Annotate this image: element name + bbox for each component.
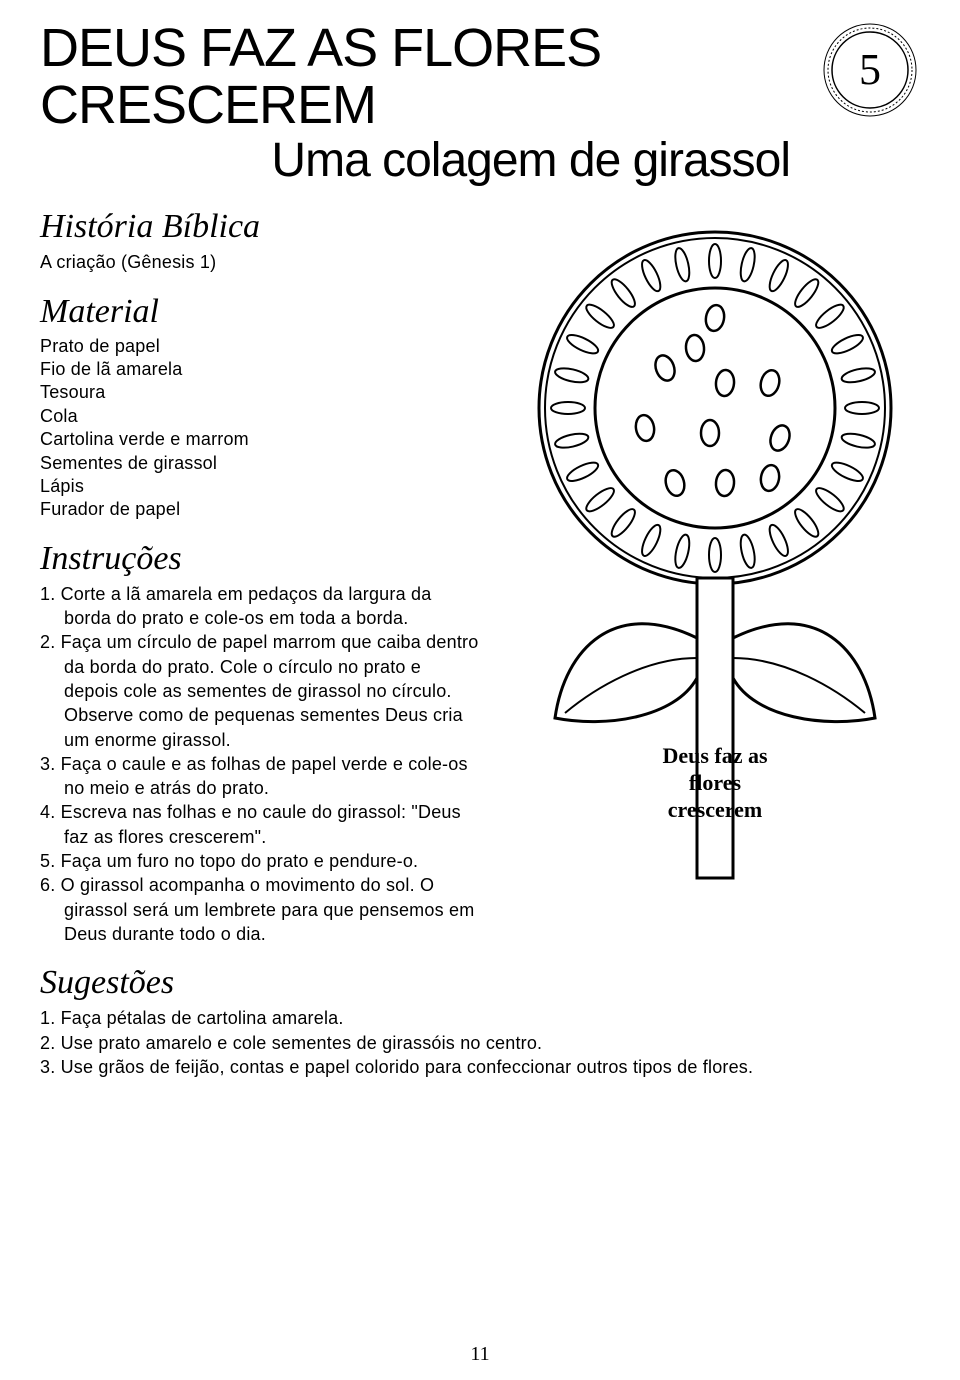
instrucao-step: 6. O girassol acompanha o movimento do s… [40, 873, 480, 946]
sunflower-svg: Deus faz as flores crescerem [525, 218, 905, 938]
sugestoes-list: 1. Faça pétalas de cartolina amarela. 2.… [40, 1006, 920, 1079]
material-item: Cartolina verde e marrom [40, 428, 480, 451]
instrucao-step: 2. Faça um círculo de papel marrom que c… [40, 630, 480, 751]
instrucoes-list: 1. Corte a lã amarela em pedaços da larg… [40, 582, 480, 946]
left-column: História Bíblica A criação (Gênesis 1) M… [40, 208, 480, 946]
page-number: 11 [470, 1343, 489, 1366]
material-item: Sementes de girassol [40, 452, 480, 475]
caption-line2: flores [689, 770, 742, 795]
sugestao-item: 3. Use grãos de feijão, contas e papel c… [40, 1055, 920, 1079]
sunflower-illustration: Deus faz as flores crescerem [510, 218, 920, 943]
material-heading: Material [40, 293, 480, 331]
material-item: Fio de lã amarela [40, 358, 480, 381]
caption-line3: crescerem [668, 797, 762, 822]
instrucoes-heading: Instruções [40, 540, 480, 578]
material-item: Tesoura [40, 381, 480, 404]
badge-number-text: 5 [859, 45, 881, 94]
title-block: DEUS FAZ AS FLORES CRESCEREM Uma colagem… [40, 20, 820, 188]
instrucao-step: 1. Corte a lã amarela em pedaços da larg… [40, 582, 480, 631]
sugestoes-heading: Sugestões [40, 964, 920, 1002]
material-item: Furador de papel [40, 498, 480, 521]
instrucao-step: 3. Faça o caule e as folhas de papel ver… [40, 752, 480, 801]
material-item: Prato de papel [40, 335, 480, 358]
page-title: DEUS FAZ AS FLORES CRESCEREM [40, 20, 820, 133]
material-item: Cola [40, 405, 480, 428]
header-row: DEUS FAZ AS FLORES CRESCEREM Uma colagem… [40, 20, 920, 188]
instrucao-step: 4. Escreva nas folhas e no caule do gira… [40, 800, 480, 849]
material-item: Lápis [40, 475, 480, 498]
sugestao-item: 2. Use prato amarelo e cole sementes de … [40, 1031, 920, 1055]
content-row: História Bíblica A criação (Gênesis 1) M… [40, 208, 920, 946]
sugestao-item: 1. Faça pétalas de cartolina amarela. [40, 1006, 920, 1030]
historia-text: A criação (Gênesis 1) [40, 250, 480, 274]
historia-heading: História Bíblica [40, 208, 480, 246]
instrucao-step: 5. Faça um furo no topo do prato e pendu… [40, 849, 480, 873]
caption-line1: Deus faz as [662, 743, 768, 768]
lesson-number-badge: 5 [820, 20, 920, 120]
page-subtitle: Uma colagem de girassol [40, 133, 820, 188]
right-column: Deus faz as flores crescerem [510, 208, 920, 946]
material-list: Prato de papel Fio de lã amarela Tesoura… [40, 335, 480, 522]
